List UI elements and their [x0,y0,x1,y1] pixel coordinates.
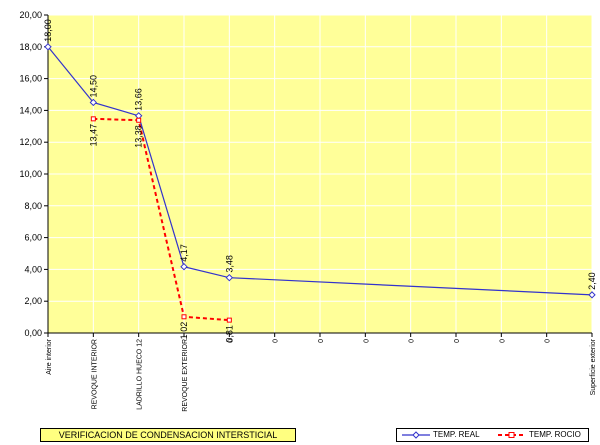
y-tick-label: 0,00 [24,328,42,338]
y-tick-label: 18,00 [19,42,42,52]
legend-label-rocio: TEMP. ROCIO [529,430,581,439]
series-point-rocio [90,116,96,122]
y-tick-label: 14,00 [19,105,42,115]
data-label-rocio: 13,47 [88,124,98,147]
series-point-real [225,273,234,282]
x-tick-label: LADRILLO HUECO 12 [137,339,144,410]
data-label-real: 2,40 [587,272,597,290]
x-tick-label: REVOQUE INTERIOR [91,339,98,409]
series-point-rocio [136,117,142,123]
series-point-real [89,98,98,107]
x-tick-label: Superficie exterior [590,338,597,395]
x-tick-label: 0 [363,339,370,343]
x-tick-label: 0 [454,339,461,343]
x-tick-label: 0 [409,339,416,343]
y-tick-label: 20,00 [19,10,42,20]
data-label-real: 18,00 [43,19,53,42]
y-tick-label: 12,00 [19,137,42,147]
data-label-real: 4,17 [179,244,189,262]
legend-swatch-real [402,431,430,439]
data-label-rocio: 0,81 [224,325,234,343]
x-tick-label: 0 [499,339,506,343]
chart-caption: VERIFICACION DE CONDENSACION INTERSTICIA… [40,428,296,442]
legend: TEMP. REAL TEMP. ROCIO [396,428,589,442]
data-label-rocio: 13,38 [134,125,144,148]
series-line-rocio [93,117,230,322]
series-point-real [180,262,188,271]
legend-label-real: TEMP. REAL [433,430,480,439]
x-tick-label: 0 [545,339,552,343]
x-tick-label: 0 [318,339,325,343]
y-tick-label: 6,00 [24,233,42,243]
data-label-real: 3,48 [224,255,234,273]
y-tick-label: 16,00 [19,74,42,84]
x-tick-label: REVOQUE EXTERIOR [182,339,189,412]
y-tick-label: 2,00 [24,296,42,306]
series-point-rocio [181,314,187,320]
legend-swatch-rocio [498,432,526,438]
y-tick-label: 8,00 [24,201,42,211]
series-line-real [47,46,593,296]
series-point-real [44,43,52,51]
series-point-real [588,291,596,299]
data-label-rocio: 1,02 [179,322,189,340]
data-label-real: 13,66 [134,88,144,111]
x-tick-label: 0 [227,339,234,343]
x-tick-label: 0 [273,339,280,343]
y-tick-label: 4,00 [24,264,42,274]
y-tick-label: 10,00 [19,169,42,179]
data-label-real: 14,50 [88,75,98,98]
x-tick-label: Aire interior [46,338,53,374]
series-point-rocio [226,317,232,323]
